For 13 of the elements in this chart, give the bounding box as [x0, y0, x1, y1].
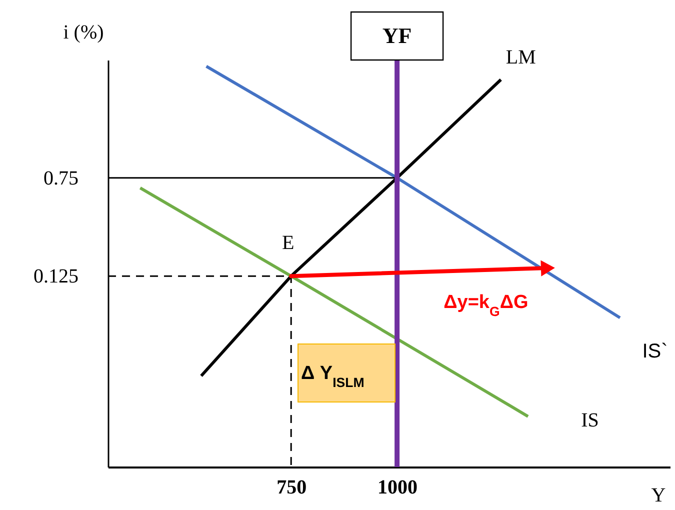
series-label: IS`: [642, 340, 668, 363]
y-axis-title: i (%): [63, 22, 104, 44]
x-axis-title: Y: [651, 484, 666, 506]
annotation: E: [282, 232, 294, 254]
y-tick-label: 0.75: [44, 167, 78, 190]
x-tick-label: 1000: [378, 476, 418, 498]
y-tick-label: 0.125: [34, 266, 78, 288]
annotation: Δ Y$_{ISLM}$: [301, 363, 364, 390]
text: IS: [581, 409, 599, 432]
series-label: LM: [506, 46, 536, 69]
ref-line-label: YF: [382, 23, 412, 48]
annotation: Δy=k$_{G}$ΔG: [444, 292, 528, 319]
x-tick-label: 750: [276, 476, 307, 498]
